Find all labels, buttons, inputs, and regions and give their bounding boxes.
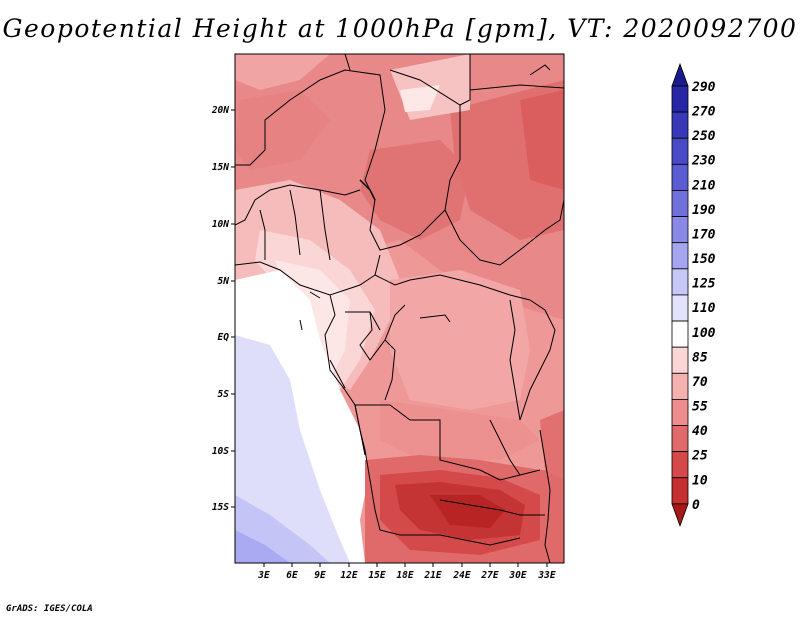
lon-tick-label: 18E bbox=[396, 570, 413, 581]
credit-label: GrADS: IGES/COLA bbox=[6, 604, 93, 614]
colorbar-level-label: 25 bbox=[691, 449, 708, 464]
colorbar-level-label: 125 bbox=[692, 277, 716, 292]
lat-axis: 20N 15N 10N 5N EQ 5S 10S 15S bbox=[211, 105, 235, 513]
colorbar-level-label: 210 bbox=[691, 178, 716, 193]
colorbar-segment bbox=[671, 294, 689, 322]
colorbar-segments bbox=[671, 62, 689, 528]
lat-tick-label: 10S bbox=[212, 446, 229, 457]
colorbar-level-label: 55 bbox=[692, 400, 708, 415]
lat-tick-label: EQ bbox=[218, 332, 230, 343]
colorbar-level-label: 0 bbox=[692, 498, 700, 513]
lon-tick-label: 6E bbox=[286, 570, 298, 581]
colorbar-level-label: 100 bbox=[692, 326, 716, 341]
colorbar-segment bbox=[671, 163, 689, 191]
colorbar-level-label: 250 bbox=[691, 129, 716, 144]
colorbar-level-label: 290 bbox=[691, 80, 716, 95]
colorbar-segment bbox=[671, 111, 689, 139]
colorbar-segment bbox=[671, 451, 689, 479]
colorbar-level-label: 10 bbox=[692, 473, 708, 488]
colorbar-level-label: 170 bbox=[692, 227, 716, 242]
colorbar-segment bbox=[671, 216, 689, 244]
colorbar-bottom-triangle bbox=[671, 503, 689, 528]
lon-tick-label: 30E bbox=[508, 570, 526, 581]
lon-tick-label: 24E bbox=[452, 570, 470, 581]
colorbar-segment bbox=[671, 346, 689, 374]
colorbar-level-label: 230 bbox=[691, 154, 716, 169]
colorbar-level-label: 270 bbox=[691, 105, 716, 120]
colorbar-segment bbox=[671, 372, 689, 400]
colorbar-level-label: 190 bbox=[692, 203, 716, 218]
lat-tick-label: 5N bbox=[218, 276, 230, 287]
colorbar-level-label: 70 bbox=[692, 375, 708, 390]
lon-tick-label: 21E bbox=[423, 570, 441, 581]
colorbar-labels: 2902702502302101901701501251101008570554… bbox=[691, 80, 716, 513]
colorbar-segment bbox=[671, 268, 689, 296]
colorbar-segment bbox=[671, 85, 689, 113]
lon-tick-label: 15E bbox=[368, 570, 385, 581]
lon-tick-label: 3E bbox=[257, 570, 270, 581]
colorbar: 2902702502302101901701501251101008570554… bbox=[671, 62, 716, 528]
lon-tick-label: 33E bbox=[537, 570, 555, 581]
colorbar-level-label: 150 bbox=[692, 252, 716, 267]
lon-tick-label: 9E bbox=[314, 570, 326, 581]
lat-tick-label: 20N bbox=[211, 105, 229, 116]
colorbar-level-label: 110 bbox=[692, 301, 716, 316]
height-field bbox=[235, 54, 564, 563]
colorbar-level-label: 85 bbox=[692, 350, 708, 365]
lat-tick-label: 10N bbox=[212, 219, 229, 230]
colorbar-segment bbox=[671, 242, 689, 270]
map-frame bbox=[234, 53, 565, 564]
lon-tick-label: 27E bbox=[480, 570, 498, 581]
lat-tick-label: 5S bbox=[218, 389, 230, 400]
borders bbox=[235, 54, 564, 563]
lon-tick-label: 12E bbox=[340, 570, 357, 581]
colorbar-segment bbox=[671, 137, 689, 165]
colorbar-level-label: 40 bbox=[692, 424, 708, 439]
colorbar-segment bbox=[671, 399, 689, 426]
lat-tick-label: 15S bbox=[212, 502, 229, 513]
colorbar-top-triangle bbox=[671, 62, 689, 87]
colorbar-segment bbox=[671, 190, 689, 217]
colorbar-segment bbox=[671, 425, 689, 453]
colorbar-segment bbox=[671, 320, 689, 348]
map-title: Geopotential Height at 1000hPa [gpm], VT… bbox=[2, 14, 798, 43]
colorbar-segment bbox=[671, 477, 689, 505]
lon-axis: 3E 6E 9E 12E 15E 18E 21E 24E 27E 30E 33E bbox=[257, 563, 556, 581]
lat-tick-label: 15N bbox=[212, 162, 229, 173]
